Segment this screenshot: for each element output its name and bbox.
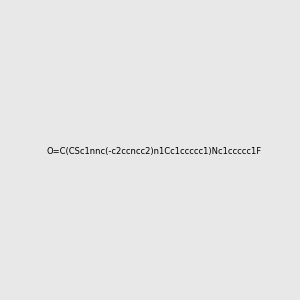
Text: O=C(CSc1nnc(-c2ccncc2)n1Cc1ccccc1)Nc1ccccc1F: O=C(CSc1nnc(-c2ccncc2)n1Cc1ccccc1)Nc1ccc… <box>46 147 261 156</box>
